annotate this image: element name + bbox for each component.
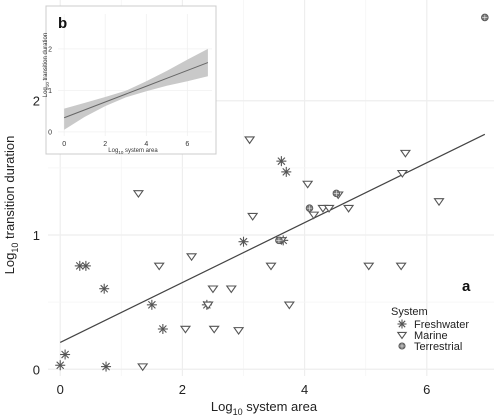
point-marine — [399, 149, 411, 158]
point-marine — [208, 325, 220, 334]
inset-x-axis-title: Log10 system area — [108, 148, 158, 155]
y-tick-label: 1 — [33, 228, 40, 243]
point-marine — [244, 136, 256, 145]
x-tick-label: 2 — [179, 382, 186, 397]
x-tick-label: 0 — [57, 382, 64, 397]
inset-fit-line — [63, 62, 209, 119]
legend-key-marine — [396, 331, 408, 340]
inset-fit — [63, 48, 209, 130]
point-marine — [186, 253, 198, 262]
point-freshwater — [55, 360, 66, 371]
point-freshwater — [238, 236, 249, 247]
point-marine — [396, 169, 408, 178]
legend-title: System — [391, 306, 428, 318]
point-marine — [179, 325, 192, 334]
x-tick-label: 4 — [301, 382, 308, 397]
point-marine — [225, 285, 237, 294]
legend-label-freshwater: Freshwater — [414, 319, 469, 331]
point-marine — [395, 262, 407, 271]
point-marine — [433, 198, 445, 207]
inset-y-tick-label: 2 — [48, 46, 52, 53]
point-terrestrial — [305, 204, 314, 212]
point-marine — [137, 363, 149, 372]
point-marine — [343, 204, 355, 213]
point-terrestrial — [481, 13, 489, 22]
panel-label-b: b — [58, 15, 67, 32]
main-points — [55, 13, 489, 372]
inset-x-tick-label: 0 — [62, 141, 66, 148]
point-freshwater — [60, 349, 71, 360]
inset-y-tick-label: 0 — [48, 129, 52, 136]
main-axes: 0 2 4 6 0 1 2 — [33, 94, 431, 397]
point-marine — [283, 301, 295, 310]
y-tick-label: 0 — [33, 362, 40, 377]
main-y-axis-title: Log10 transition duration — [2, 136, 20, 275]
point-marine — [233, 327, 245, 336]
point-marine — [308, 211, 320, 220]
regression-line — [59, 133, 486, 343]
legend-key-freshwater — [397, 319, 407, 329]
legend-key-terrestrial — [398, 342, 406, 350]
x-tick-label: 6 — [423, 382, 430, 397]
point-marine — [302, 180, 314, 189]
point-marine — [265, 262, 277, 271]
point-freshwater — [80, 260, 91, 271]
point-marine — [207, 285, 219, 294]
point-freshwater — [101, 361, 112, 372]
y-tick-label: 2 — [33, 94, 40, 109]
point-marine — [202, 301, 214, 310]
point-freshwater — [276, 156, 287, 167]
point-marine — [153, 262, 165, 271]
legend-label-marine: Marine — [414, 330, 448, 342]
inset-confidence-band — [64, 48, 208, 130]
inset-y-axis-title: Log10 transition duration — [43, 33, 50, 97]
inset-axes: 0 2 4 6 0 1 2 — [48, 46, 189, 148]
point-marine — [132, 190, 144, 199]
point-terrestrial — [275, 236, 283, 245]
point-freshwater — [146, 299, 157, 310]
point-marine — [363, 262, 375, 271]
inset-x-tick-label: 6 — [185, 141, 189, 148]
main-fit — [59, 133, 486, 343]
panel-label-a: a — [462, 278, 471, 295]
main-x-axis-title: Log10 system area — [211, 399, 318, 416]
point-freshwater — [99, 283, 110, 294]
inset-panel-b: 0 2 4 6 0 1 2 b Log10 system area Log10 transi… — [43, 5, 217, 155]
inset-y-tick-label: 1 — [48, 88, 52, 95]
point-terrestrial — [332, 189, 341, 198]
point-freshwater — [157, 324, 168, 334]
inset-x-tick-label: 4 — [144, 141, 148, 148]
inset-x-tick-label: 2 — [103, 141, 107, 148]
point-marine — [323, 204, 335, 213]
legend-label-terrestrial: Terrestrial — [414, 341, 462, 353]
point-marine — [247, 212, 259, 221]
point-freshwater — [281, 166, 292, 177]
